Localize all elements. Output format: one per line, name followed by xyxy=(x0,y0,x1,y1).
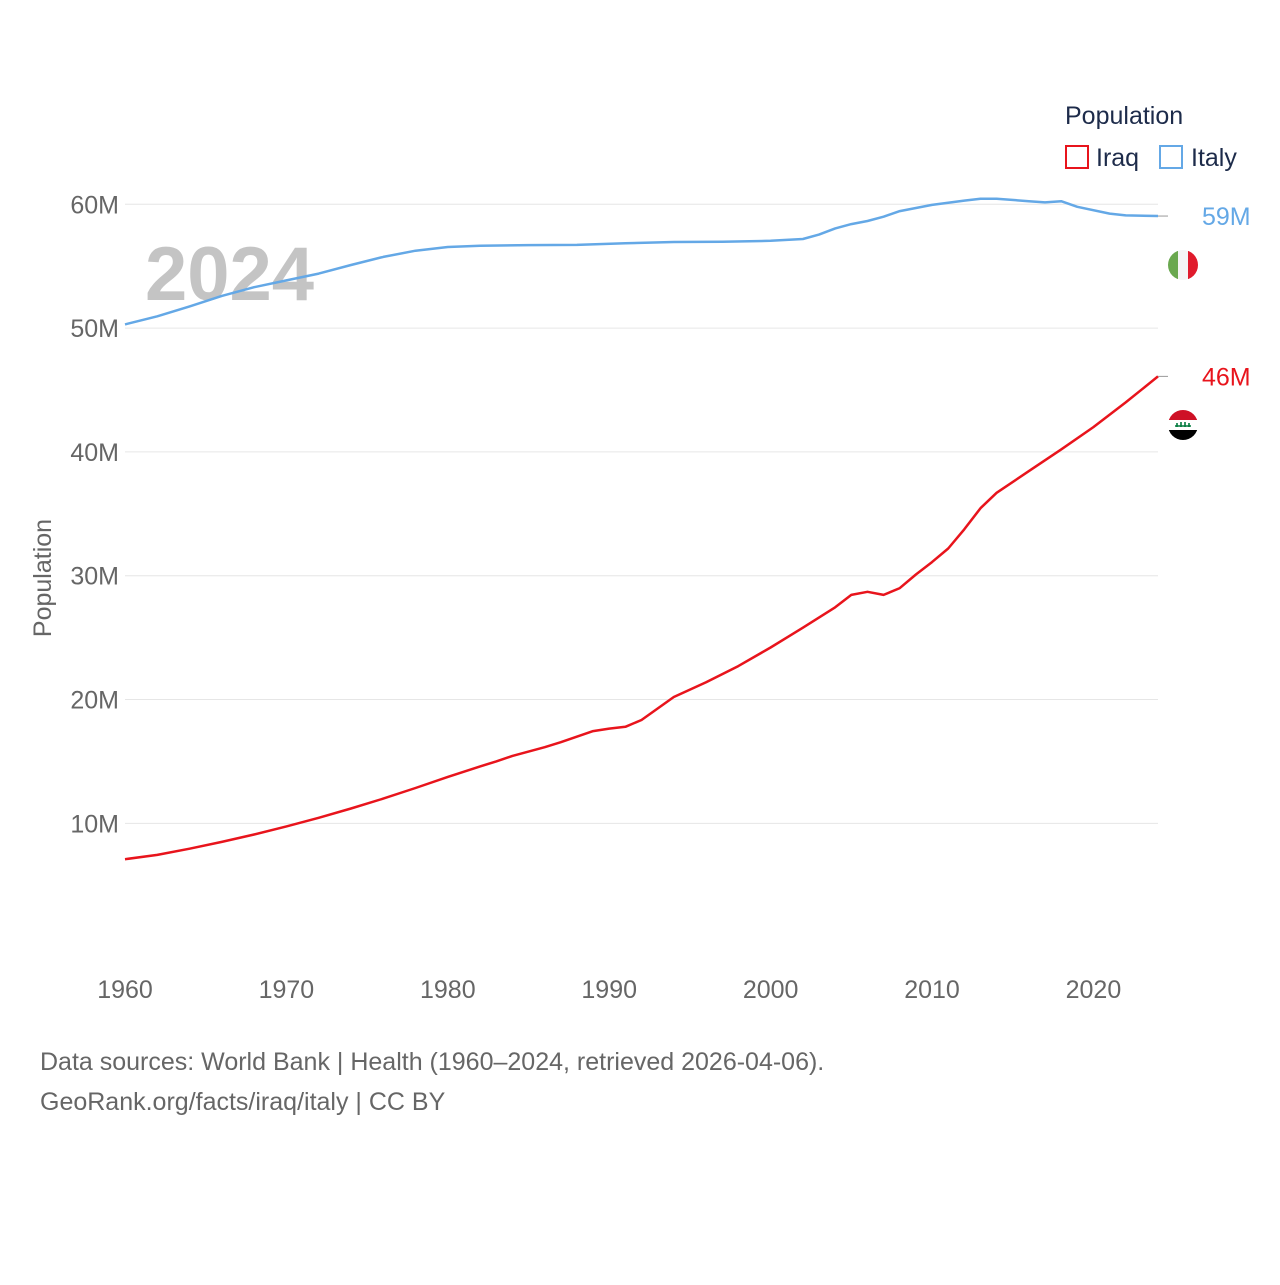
end-value-label-iraq: 46M xyxy=(1202,363,1251,391)
y-tick-label: 30M xyxy=(70,563,119,591)
x-tick-label: 1970 xyxy=(259,976,315,1004)
data-source-note: Data sources: World Bank | Health (1960–… xyxy=(40,1048,825,1076)
footer: Data sources: World Bank | Health (1960–… xyxy=(40,1042,824,1122)
x-tick-label: 2020 xyxy=(1066,976,1122,1004)
x-axis-ticks: 1960 1970 1980 1990 2000 2010 2020 xyxy=(97,976,1121,1004)
y-tick-label: 60M xyxy=(70,191,119,219)
end-value-label-italy: 59M xyxy=(1202,203,1251,231)
credit-link[interactable]: GeoRank.org/facts/iraq/italy | CC BY xyxy=(40,1088,446,1116)
x-tick-label: 1980 xyxy=(420,976,476,1004)
legend-title: Population xyxy=(1065,102,1183,130)
x-tick-label: 1960 xyxy=(97,976,153,1004)
y-tick-label: 20M xyxy=(70,687,119,715)
series-lines xyxy=(124,197,1159,861)
legend-item-italy[interactable]: Italy xyxy=(1159,144,1237,172)
y-axis-ticks: 10M 20M 30M 40M 50M 60M xyxy=(70,191,119,838)
gridlines xyxy=(125,203,1158,824)
y-axis-label: Population xyxy=(29,519,57,637)
y-tick-label: 50M xyxy=(70,315,119,343)
legend-item-iraq[interactable]: Iraq xyxy=(1065,144,1139,172)
x-tick-label: 2000 xyxy=(743,976,799,1004)
current-year-label: 2024 xyxy=(145,232,314,317)
legend-swatch-italy xyxy=(1159,145,1183,169)
legend-label-italy: Italy xyxy=(1191,144,1237,172)
legend-swatch-iraq xyxy=(1065,145,1089,169)
iraq-flag-icon xyxy=(1168,410,1198,440)
legend-label-iraq: Iraq xyxy=(1096,144,1139,172)
x-tick-label: 1990 xyxy=(581,976,637,1004)
series-line-iraq xyxy=(124,375,1159,861)
legend: Population Iraq Italy xyxy=(1065,102,1237,172)
italy-flag-icon xyxy=(1168,250,1198,280)
y-tick-label: 10M xyxy=(70,810,119,838)
series-end-labels: 46M 59M xyxy=(1158,203,1251,391)
y-tick-label: 40M xyxy=(70,439,119,467)
series-line-italy xyxy=(124,197,1159,326)
x-tick-label: 2010 xyxy=(904,976,960,1004)
